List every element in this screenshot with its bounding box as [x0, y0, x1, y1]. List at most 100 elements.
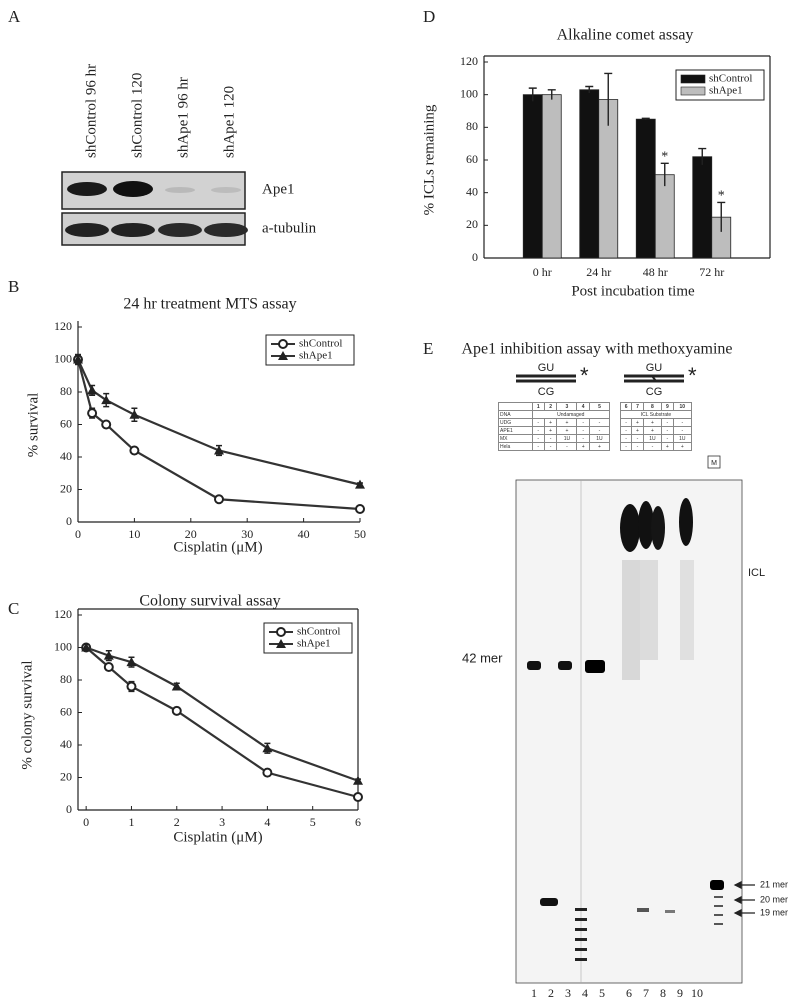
marker [353, 792, 363, 802]
marker [262, 767, 273, 778]
table-cell: - [672, 426, 693, 435]
table-cell: - [556, 442, 578, 451]
lane-number: 1 [531, 986, 537, 1000]
gel-label: 19 mer [760, 907, 788, 917]
table-cell: + [543, 426, 558, 435]
table-cell: - [588, 426, 611, 435]
table-row: - + + - - [619, 426, 693, 435]
y-axis-label: % ICLs remaining [421, 104, 437, 215]
error-bar [660, 162, 669, 187]
error-bar [547, 89, 556, 100]
error-bar [698, 147, 707, 165]
series-line [85, 646, 359, 782]
x-tick-label: 0 hr [533, 265, 552, 279]
y-tick-label: 120 [54, 319, 72, 333]
lane-header: 2 [543, 402, 558, 411]
y-tick-label: 100 [54, 351, 72, 365]
bar [692, 156, 713, 259]
table-cell: - [619, 434, 633, 443]
x-tick-label: 20 [185, 527, 197, 541]
x-axis-label: Cisplatin (μM) [173, 829, 262, 845]
x-tick-label: 1 [128, 815, 134, 829]
legend-entry: shControl [299, 338, 342, 350]
y-axis-label: % survival [25, 393, 41, 458]
marker [129, 445, 140, 456]
table-row: APE1- + + - - [498, 426, 611, 435]
table-row: DNA Undamaged [498, 410, 611, 419]
table-cell: - [661, 434, 674, 443]
table-cell: + [576, 442, 590, 451]
marker [355, 504, 365, 514]
table-cell: - [619, 442, 633, 451]
table-cell: 1U [672, 434, 693, 443]
y-tick-label: 40 [60, 449, 72, 463]
y-axis-label: % colony survival [19, 660, 35, 769]
lane-header: 3 [556, 402, 578, 411]
row-label: UDG [498, 418, 533, 427]
panel-label: C [8, 599, 19, 618]
lane-label: shApe1 96 hr [175, 77, 191, 158]
dna-cell: ICL Substrate [620, 410, 692, 419]
table-cell: - [619, 426, 633, 435]
significance: * [718, 189, 725, 204]
marker [214, 445, 224, 455]
table-row: - - - + + [619, 442, 693, 451]
marker [101, 419, 112, 430]
legend-marker [276, 627, 286, 637]
legend-swatch [680, 86, 706, 96]
legend-entry: shApe1 [709, 85, 743, 97]
panel-label: A [8, 7, 21, 26]
x-axis-label: Cisplatin (μM) [173, 539, 262, 555]
lane-number: 2 [548, 986, 554, 1000]
y-tick-label: 80 [60, 384, 72, 398]
error-bar [641, 117, 650, 120]
y-tick-label: 0 [66, 514, 72, 528]
marker [171, 705, 182, 716]
table-cell: + [543, 418, 558, 427]
table-cell: - [543, 434, 558, 443]
diagram-star: * [688, 363, 697, 388]
y-tick-label: 40 [60, 737, 72, 751]
series-line [76, 359, 361, 486]
y-tick-label: 20 [60, 481, 72, 495]
bar [579, 89, 600, 259]
marker [101, 395, 112, 405]
substrate-diagram [516, 374, 684, 383]
table-cell: - [576, 426, 590, 435]
row-label: DNA [498, 410, 533, 419]
table-cell: + [588, 442, 611, 451]
condition-table: 1 2 3 4 5 DNA Undamaged UDG - + + - - APE1- + + - - MX - -1U… [498, 402, 611, 451]
error-bar [585, 85, 594, 94]
marker [87, 408, 98, 419]
y-tick-label: 20 [60, 769, 72, 783]
x-axis-label: Post incubation time [571, 283, 695, 299]
marker [103, 650, 114, 660]
lane-number: 5 [599, 986, 605, 1000]
table-row: Hela - - - + + [498, 442, 611, 451]
x-tick-label: 72 hr [699, 265, 724, 279]
x-tick-label: 40 [298, 527, 310, 541]
lane-number: 7 [643, 986, 649, 1000]
error-bar [528, 87, 537, 102]
table-cell: 1U [588, 434, 611, 443]
lane-header: 5 [588, 402, 611, 411]
table-row: - + + - - [619, 418, 693, 427]
band-label: a-tubulin [262, 220, 317, 236]
condition-table: 6 7 8 9 10 ICL Substrate - + + - - - + + - - - -1U -1U - - - +… [619, 402, 693, 451]
marker [171, 681, 182, 691]
marker [73, 354, 83, 364]
lane-number: 4 [582, 986, 588, 1000]
y-tick-label: 80 [466, 119, 478, 133]
diagram-label: GU [646, 362, 663, 374]
x-tick-label: 5 [310, 815, 316, 829]
gel-label: 20 mer [760, 894, 788, 904]
table-cell: + [672, 442, 693, 451]
table-cell: - [631, 442, 644, 451]
lane-header: 1 [531, 402, 545, 411]
table-cell: - [531, 442, 545, 451]
lane-header: 4 [576, 402, 590, 411]
y-tick-label: 100 [54, 639, 72, 653]
x-tick-label: 3 [219, 815, 225, 829]
legend-marker [276, 639, 286, 648]
